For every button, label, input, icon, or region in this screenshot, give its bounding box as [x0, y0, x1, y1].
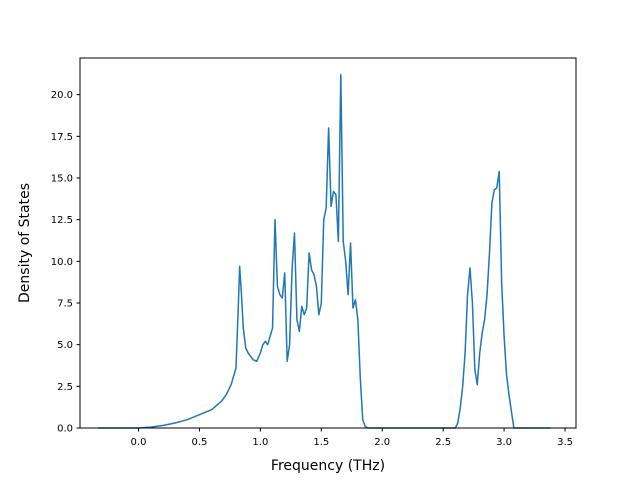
y-tick-label: 12.5 — [51, 215, 73, 226]
x-axis-ticks: 0.0 0.5 1.0 1.5 2.0 2.5 3.0 3.5 — [131, 428, 573, 448]
y-tick-label: 17.5 — [51, 132, 73, 143]
x-tick-label: 1.5 — [313, 437, 329, 448]
x-tick-label: 0.0 — [131, 437, 147, 448]
y-tick-label: 10.0 — [51, 257, 73, 268]
y-tick-label: 5.0 — [57, 340, 73, 351]
dos-series-line — [98, 73, 551, 429]
y-tick-label: 0.0 — [57, 424, 73, 435]
x-tick-label: 0.5 — [191, 437, 207, 448]
plot-area-frame — [79, 57, 577, 429]
x-tick-label: 1.0 — [252, 437, 268, 448]
x-tick-label: 3.0 — [496, 437, 512, 448]
x-tick-label: 2.0 — [374, 437, 390, 448]
y-tick-label: 2.5 — [57, 382, 73, 393]
y-tick-label: 20.0 — [51, 90, 73, 101]
x-axis-title: Frequency (THz) — [271, 458, 385, 474]
y-tick-label: 15.0 — [51, 174, 73, 185]
x-tick-label: 2.5 — [435, 437, 451, 448]
x-tick-label: 3.5 — [557, 437, 573, 448]
y-tick-label: 7.5 — [57, 299, 73, 310]
y-axis-title: Density of States — [17, 183, 33, 303]
y-axis-ticks: 0.0 2.5 5.0 7.5 10.0 12.5 15.0 17.5 20.0 — [51, 90, 80, 435]
